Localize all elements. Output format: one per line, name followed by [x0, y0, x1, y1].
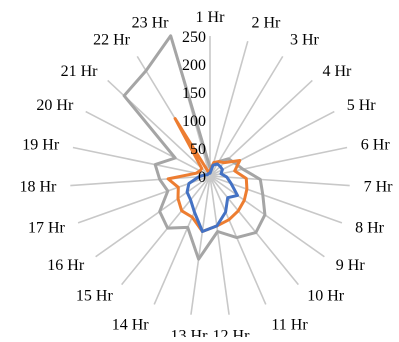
radial-tick-label: 200: [182, 57, 206, 74]
category-label: 8 Hr: [355, 220, 385, 237]
radar-spoke: [210, 41, 248, 176]
category-label: 3 Hr: [290, 31, 320, 48]
category-label: 7 Hr: [364, 179, 394, 196]
category-label: 6 Hr: [361, 137, 391, 154]
radar-spoke: [210, 56, 283, 176]
radial-tick-label: 100: [182, 113, 206, 130]
category-label: 1 Hr: [196, 9, 226, 26]
category-label: 10 Hr: [307, 288, 345, 305]
category-label: 4 Hr: [323, 63, 353, 80]
category-label: 20 Hr: [36, 97, 74, 114]
category-label: 11 Hr: [271, 316, 308, 333]
category-label: 17 Hr: [28, 220, 66, 237]
category-label: 23 Hr: [132, 15, 170, 32]
category-label: 12 Hr: [213, 328, 251, 337]
category-label: 18 Hr: [20, 179, 58, 196]
category-label: 19 Hr: [22, 137, 60, 154]
radar-spokes: [70, 36, 349, 315]
category-label: 16 Hr: [47, 257, 85, 274]
category-label: 5 Hr: [347, 97, 377, 114]
radial-tick-label: 50: [190, 141, 206, 158]
category-label: 22 Hr: [93, 31, 131, 48]
category-label: 9 Hr: [336, 257, 366, 274]
category-label: 2 Hr: [252, 15, 282, 32]
radial-tick-label: 0: [198, 169, 206, 186]
radial-tick-label: 250: [182, 29, 206, 46]
category-label: 13 Hr: [171, 328, 209, 337]
category-label: 15 Hr: [76, 288, 114, 305]
category-label: 14 Hr: [112, 316, 150, 333]
category-label: 21 Hr: [61, 63, 99, 80]
radar-spoke: [210, 112, 334, 176]
radial-tick-label: 150: [182, 85, 206, 102]
